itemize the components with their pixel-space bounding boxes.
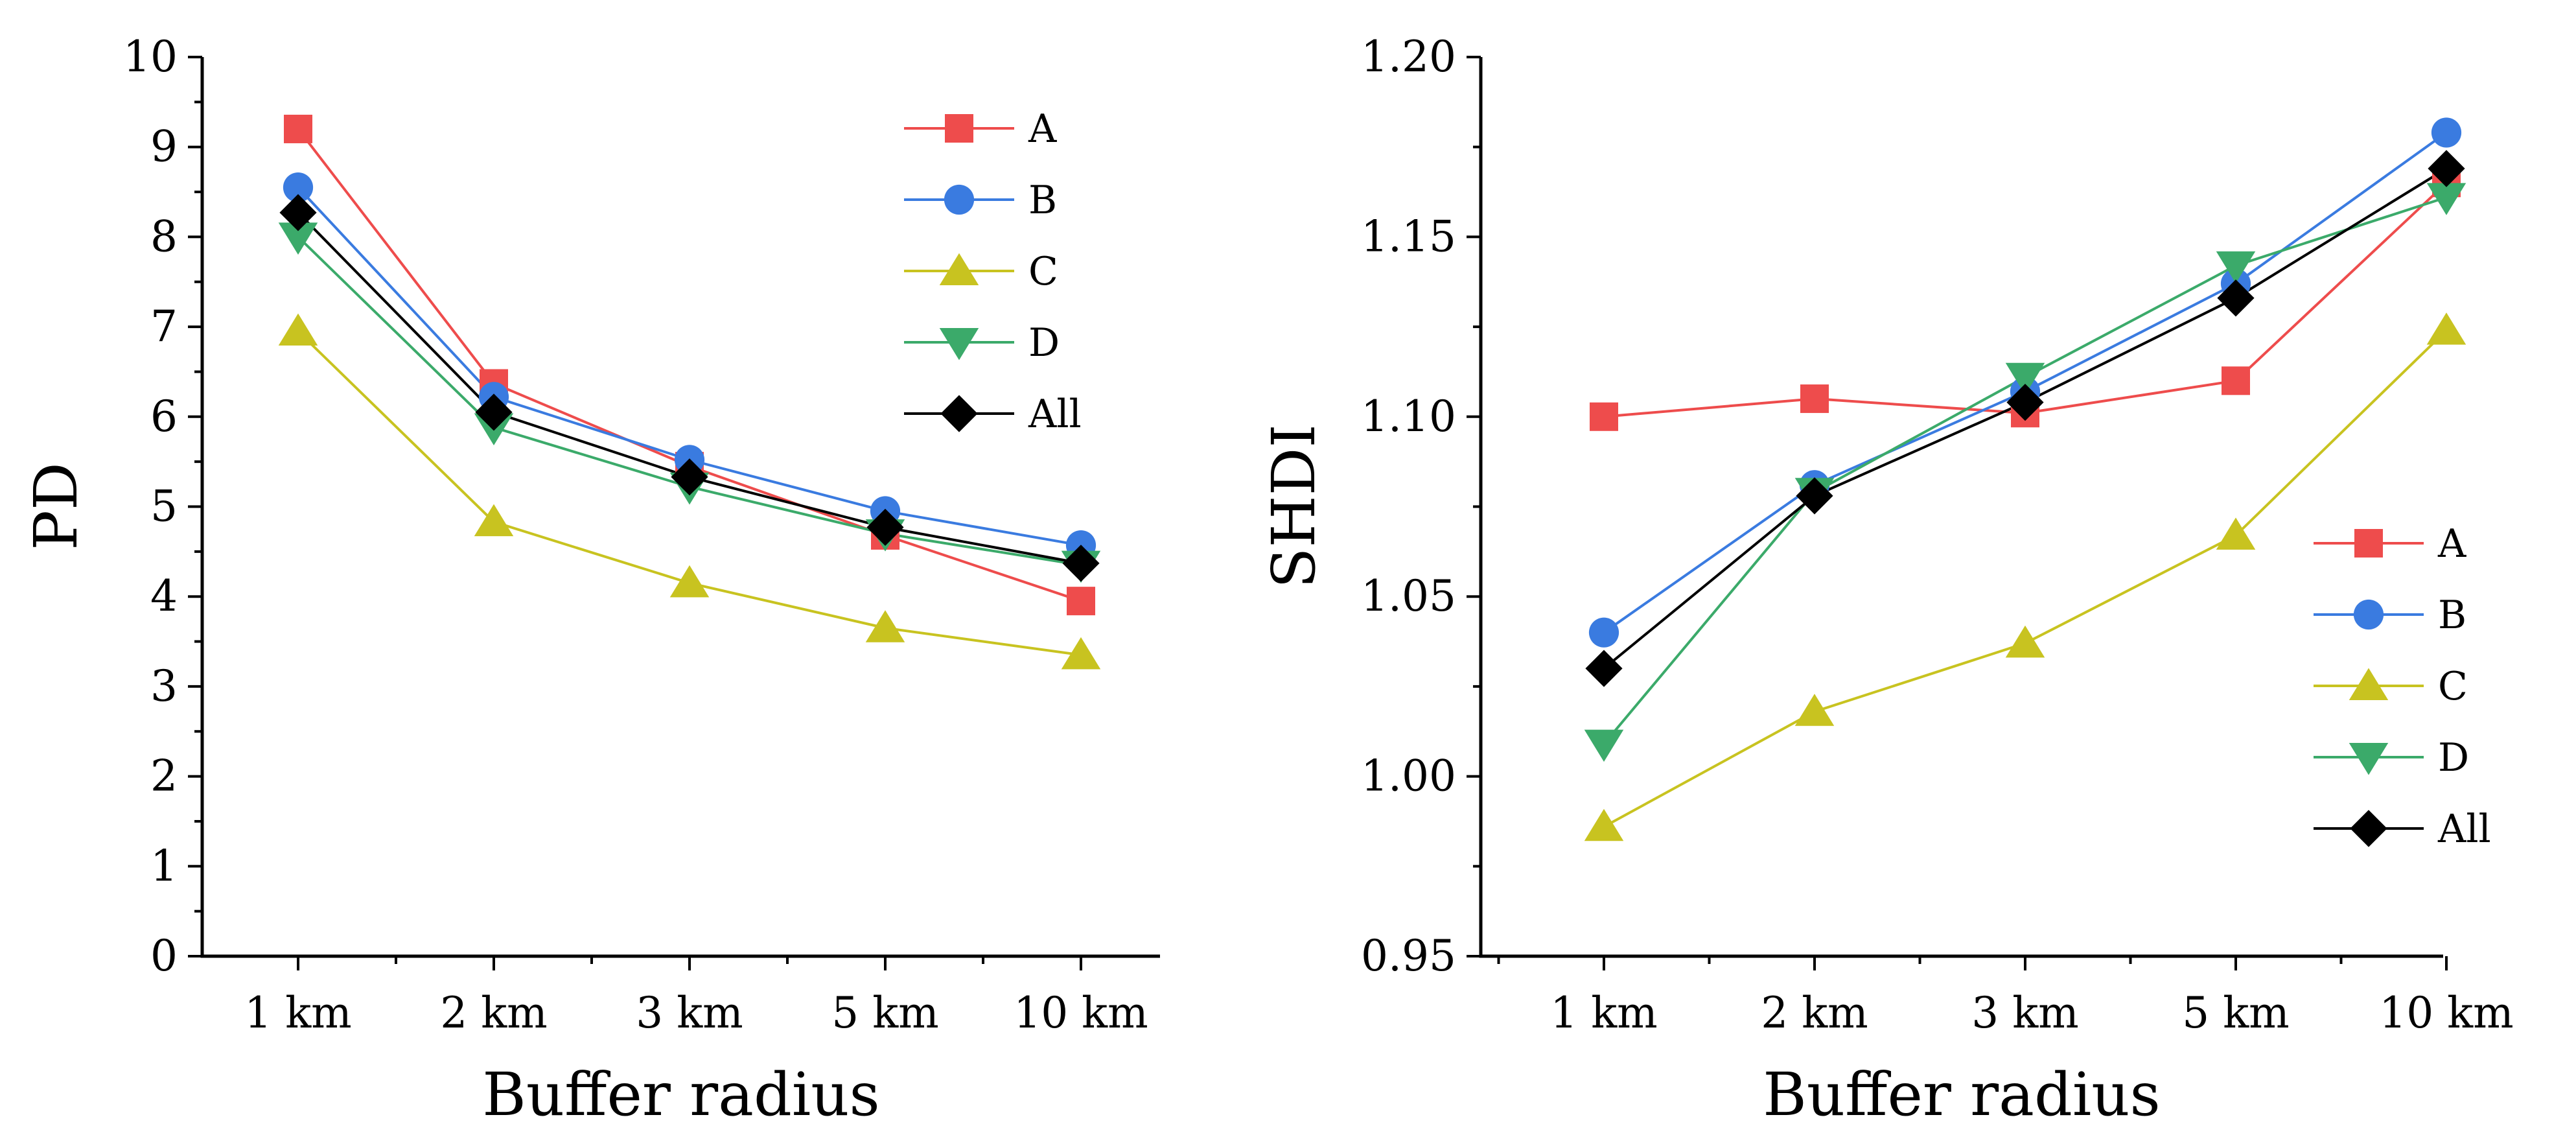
data-point-a — [1800, 384, 1829, 414]
legend-label-all: All — [1028, 392, 1082, 437]
legend-label-c: C — [2438, 664, 2468, 709]
y-tick-label: 9 — [150, 122, 178, 172]
data-point-c — [865, 610, 905, 642]
data-point-all — [475, 393, 513, 431]
data-point-a — [1067, 587, 1095, 616]
y-tick-label: 0 — [150, 931, 178, 981]
x-tick-label: 10 km — [1014, 988, 1148, 1038]
data-point-c — [1584, 808, 1624, 841]
data-point-a — [2222, 366, 2250, 395]
legend-marker-d — [2349, 743, 2389, 775]
legend-marker-all — [2350, 810, 2387, 847]
legend-marker-a — [945, 114, 973, 143]
data-point-c — [278, 313, 318, 346]
y-tick-label: 10 — [123, 32, 178, 82]
data-point-c — [669, 565, 710, 598]
shdi-chart: 0.95 1.00 1.05 1.10 1.15 1.20 1 km 2 km 3 km 5 km… — [1259, 32, 2514, 1129]
y-tick-label: 1.15 — [1361, 211, 1456, 261]
legend-marker-b — [2353, 599, 2384, 630]
y-tick-label: 1.10 — [1361, 392, 1456, 441]
y-tick-label: 1.20 — [1361, 32, 1456, 82]
data-point-d — [278, 222, 318, 255]
legend-marker-all — [940, 395, 978, 432]
data-point-d — [1584, 729, 1624, 762]
series-line-d — [1603, 196, 2447, 745]
data-point-all — [2428, 150, 2465, 187]
x-tick-label: 2 km — [1761, 988, 1868, 1038]
legend-marker-c — [2349, 668, 2389, 700]
legend-label-b: B — [1028, 178, 1057, 223]
data-point-a — [1590, 402, 1618, 431]
y-tick-label: 1 — [150, 841, 178, 891]
data-point-all — [2006, 384, 2044, 421]
data-point-b — [1588, 617, 1619, 648]
x-tick-label: 2 km — [440, 988, 548, 1038]
data-point-c — [1794, 694, 1835, 726]
data-point-all — [1796, 477, 1833, 515]
legend-marker-c — [939, 253, 979, 285]
legend-label-a: A — [2437, 521, 2466, 567]
x-tick-label: 1 km — [244, 988, 352, 1038]
legend-label-d: D — [1028, 320, 1060, 366]
x-tick-label: 3 km — [636, 988, 743, 1038]
legend-label-all: All — [2437, 806, 2491, 852]
data-point-all — [279, 194, 317, 231]
legend-marker-d — [939, 328, 979, 360]
y-tick-label: 0.95 — [1361, 931, 1456, 981]
data-point-all — [1585, 650, 1623, 687]
data-point-d — [2426, 183, 2466, 215]
legend-label-d: D — [2438, 735, 2469, 781]
pd-chart: 0 1 2 3 4 5 6 7 8 9 10 1 km 2 km 3 km 5 km 10 km PD Buffe… — [21, 32, 1160, 1129]
data-point-c — [1061, 637, 1101, 670]
y-tick-label: 1.05 — [1361, 571, 1456, 621]
legend-label-c: C — [1028, 249, 1058, 294]
x-tick-label: 3 km — [1971, 988, 2079, 1038]
y-tick-label: 7 — [150, 301, 178, 351]
x-tick-label: 10 km — [2379, 988, 2514, 1038]
y-tick-label: 5 — [150, 482, 178, 532]
y-tick-label: 1.00 — [1361, 751, 1456, 801]
legend-label-b: B — [2438, 593, 2466, 638]
data-point-d — [2216, 251, 2256, 284]
x-axis-title: Buffer radius — [1763, 1060, 2161, 1129]
data-point-b — [283, 172, 314, 203]
x-tick-label: 1 km — [1550, 988, 1658, 1038]
x-axis-title: Buffer radius — [482, 1060, 880, 1129]
y-tick-label: 4 — [150, 571, 178, 621]
legend-marker-b — [944, 184, 975, 215]
legend-label-a: A — [1028, 106, 1057, 152]
x-tick-label: 5 km — [831, 988, 939, 1038]
data-point-c — [2005, 625, 2045, 658]
data-point-b — [2431, 117, 2462, 148]
axis-lines — [1479, 57, 2443, 958]
data-point-all — [1062, 545, 1100, 582]
data-point-c — [2216, 517, 2256, 550]
y-tick-label: 2 — [150, 751, 178, 801]
y-tick-label: 3 — [150, 661, 178, 711]
y-tick-label: 8 — [150, 211, 178, 261]
data-point-a — [284, 114, 312, 143]
data-point-c — [474, 504, 514, 537]
data-point-c — [2426, 312, 2466, 345]
data-point-all — [866, 508, 904, 546]
y-tick-label: 6 — [150, 392, 178, 441]
data-point-all — [2217, 279, 2255, 317]
data-point-d — [2005, 362, 2045, 395]
data-point-all — [671, 458, 708, 496]
y-axis-title: PD — [21, 462, 91, 550]
legend-marker-a — [2354, 529, 2383, 558]
y-axis-title: SHDI — [1259, 424, 1329, 588]
x-tick-label: 5 km — [2182, 988, 2290, 1038]
